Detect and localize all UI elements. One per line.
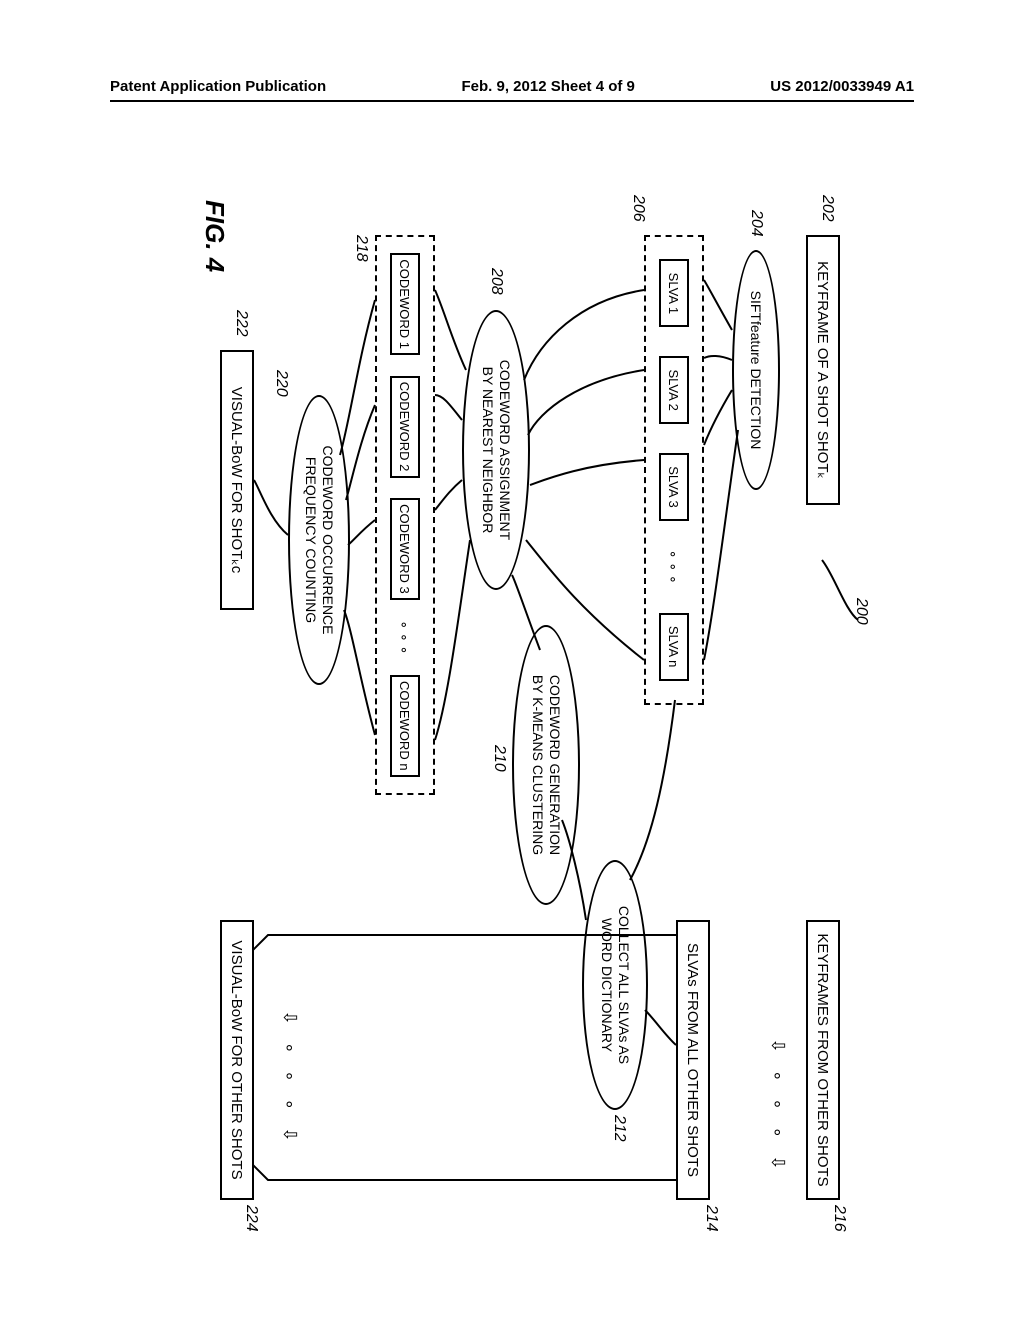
codeword-2: CODEWORD 2: [390, 376, 420, 478]
refnum-212: 212: [610, 1115, 628, 1142]
codeword-assign-ellipse: CODEWORD ASSIGNMENT BY NEAREST NEIGHBOR: [462, 310, 530, 590]
refnum-208: 208: [487, 268, 505, 295]
codeword-gen-text: CODEWORD GENERATION BY K-MEANS CLUSTERIN…: [529, 675, 563, 855]
codeword-freq-text: CODEWORD OCCURRENCE FREQUENCY COUNTING: [302, 446, 336, 635]
visual-bow-shotk-text: VISUAL-BoW FOR SHOTₖc: [228, 387, 246, 573]
visual-bow-other-box: VISUAL-BoW FOR OTHER SHOTS: [220, 920, 254, 1200]
refnum-218: 218: [352, 235, 370, 262]
refnum-210: 210: [490, 745, 508, 772]
dots-bottom-arrows: ⇩ ∘ ∘ ∘ ⇩: [279, 1010, 300, 1148]
refnum-224: 224: [242, 1205, 260, 1232]
refnum-222: 222: [232, 310, 250, 337]
header-left: Patent Application Publication: [110, 78, 326, 95]
sift-ellipse: SIFTfeature DETECTION: [732, 250, 780, 490]
codeword-ellipsis: ∘ ∘ ∘: [397, 620, 414, 654]
header-right: US 2012/0033949 A1: [770, 78, 914, 95]
diagram: 200 KEYFRAME OF A SHOT SHOTₖ 202 KEYFRAM…: [180, 180, 880, 1240]
keyframe-other-text: KEYFRAMES FROM OTHER SHOTS: [815, 933, 832, 1186]
slva-n: SLVA n: [659, 613, 689, 681]
slva-3: SLVA 3: [659, 453, 689, 521]
diagram-container: 200 KEYFRAME OF A SHOT SHOTₖ 202 KEYFRAM…: [180, 180, 880, 1240]
codeword-n: CODEWORD n: [390, 675, 420, 777]
figure-label: FIG. 4: [199, 200, 230, 272]
visual-bow-other-text: VISUAL-BoW FOR OTHER SHOTS: [229, 940, 246, 1179]
dots-top-arrows: ⇩ ∘ ∘ ∘ ⇩: [767, 1038, 788, 1176]
collect-slvas-text: COLLECT ALL SLVAs AS WORD DICTIONARY: [598, 906, 632, 1064]
page-header: Patent Application Publication Feb. 9, 2…: [0, 78, 1024, 95]
header-center: Feb. 9, 2012 Sheet 4 of 9: [461, 78, 634, 95]
refnum-220: 220: [272, 370, 290, 397]
codeword-gen-ellipse: CODEWORD GENERATION BY K-MEANS CLUSTERIN…: [512, 625, 580, 905]
keyframe-other-box: KEYFRAMES FROM OTHER SHOTS: [806, 920, 840, 1200]
refnum-204: 204: [747, 210, 765, 237]
slvas-other-box: SLVAs FROM ALL OTHER SHOTS: [676, 920, 710, 1200]
codeword-freq-ellipse: CODEWORD OCCURRENCE FREQUENCY COUNTING: [288, 395, 350, 685]
sift-text: SIFTfeature DETECTION: [748, 291, 765, 450]
slva-group: SLVA 1 SLVA 2 SLVA 3 ∘ ∘ ∘ SLVA n: [644, 235, 704, 705]
slva-ellipsis: ∘ ∘ ∘: [666, 550, 683, 584]
collect-slvas-ellipse: COLLECT ALL SLVAs AS WORD DICTIONARY: [582, 860, 648, 1110]
slva-1: SLVA 1: [659, 259, 689, 327]
refnum-216: 216: [830, 1205, 848, 1232]
slva-2: SLVA 2: [659, 356, 689, 424]
slvas-other-text: SLVAs FROM ALL OTHER SHOTS: [685, 943, 702, 1177]
codeword-3: CODEWORD 3: [390, 498, 420, 600]
refnum-214: 214: [702, 1205, 720, 1232]
codeword-1: CODEWORD 1: [390, 253, 420, 355]
refnum-202: 202: [818, 195, 836, 222]
keyframe-shotk-box: KEYFRAME OF A SHOT SHOTₖ: [806, 235, 840, 505]
refnum-206: 206: [629, 195, 647, 222]
header-rule: [110, 100, 914, 102]
keyframe-shotk-text: KEYFRAME OF A SHOT SHOTₖ: [814, 261, 832, 479]
codeword-group: CODEWORD 1 CODEWORD 2 CODEWORD 3 ∘ ∘ ∘ C…: [375, 235, 435, 795]
visual-bow-shotk-box: VISUAL-BoW FOR SHOTₖc: [220, 350, 254, 610]
codeword-assign-text: CODEWORD ASSIGNMENT BY NEAREST NEIGHBOR: [479, 360, 513, 540]
refnum-200: 200: [852, 598, 870, 625]
